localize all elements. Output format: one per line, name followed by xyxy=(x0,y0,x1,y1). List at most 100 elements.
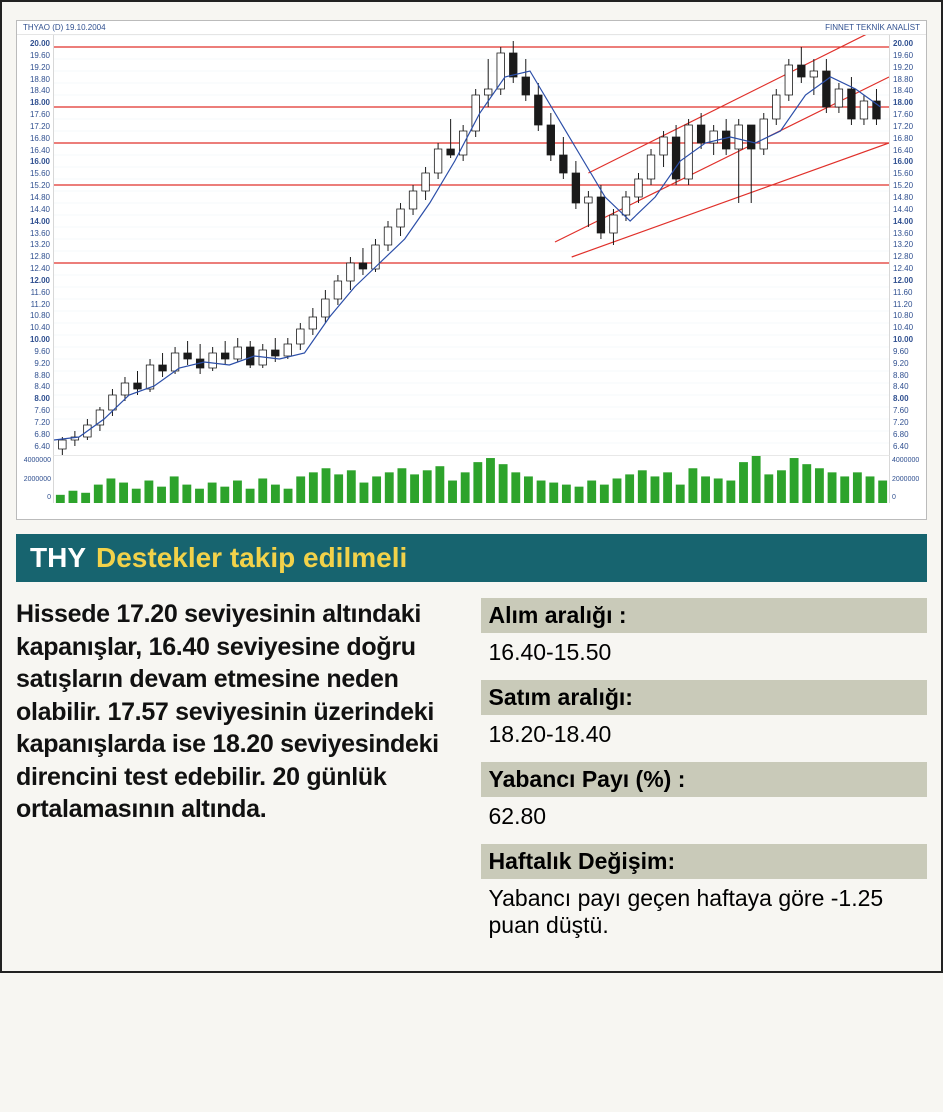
y-tick: 14.80 xyxy=(893,193,924,202)
y-tick: 18.40 xyxy=(19,86,50,95)
y-tick: 10.40 xyxy=(19,323,50,332)
chart-source-right: FINNET TEKNİK ANALİST xyxy=(825,23,920,32)
y-tick: 17.60 xyxy=(19,110,50,119)
y-tick: 18.00 xyxy=(893,98,924,107)
y-tick: 19.60 xyxy=(893,51,924,60)
buy-range-label: Alım aralığı : xyxy=(481,598,928,633)
page: THYAO (D) 19.10.2004 FINNET TEKNİK ANALİ… xyxy=(0,0,943,973)
y-tick: 6.40 xyxy=(893,442,924,451)
y-tick: 17.20 xyxy=(19,122,50,131)
y-tick: 14.40 xyxy=(19,205,50,214)
y-tick: 19.20 xyxy=(893,63,924,72)
chart-header: THYAO (D) 19.10.2004 FINNET TEKNİK ANALİ… xyxy=(17,21,926,35)
y-tick: 9.60 xyxy=(893,347,924,356)
y-tick: 19.60 xyxy=(19,51,50,60)
y-tick: 20.00 xyxy=(893,39,924,48)
y-tick: 13.60 xyxy=(893,229,924,238)
y-tick: 12.80 xyxy=(19,252,50,261)
headline: Destekler takip edilmeli xyxy=(96,542,407,574)
y-tick: 11.60 xyxy=(893,288,924,297)
y-tick: 10.40 xyxy=(893,323,924,332)
weekly-change-label: Haftalık Değişim: xyxy=(481,844,928,879)
sell-range-value: 18.20-18.40 xyxy=(481,715,928,762)
y-tick: 7.60 xyxy=(893,406,924,415)
y-tick: 15.60 xyxy=(893,169,924,178)
y-tick: 15.20 xyxy=(19,181,50,190)
vol-tick: 0 xyxy=(19,494,51,501)
y-tick: 18.80 xyxy=(19,75,50,84)
x-axis-row xyxy=(17,503,926,519)
y-tick: 6.80 xyxy=(19,430,50,439)
vol-tick: 2000000 xyxy=(892,476,924,483)
ticker-symbol: THY xyxy=(30,542,86,574)
y-tick: 16.80 xyxy=(19,134,50,143)
y-tick: 17.20 xyxy=(893,122,924,131)
commentary: Hissede 17.20 seviyesinin altındaki kapa… xyxy=(16,598,463,953)
y-tick: 18.80 xyxy=(893,75,924,84)
volume-axis-right: 4000000 2000000 0 xyxy=(890,455,926,503)
y-tick: 14.40 xyxy=(893,205,924,214)
y-tick: 11.20 xyxy=(19,300,50,309)
y-tick: 8.00 xyxy=(19,394,50,403)
y-tick: 9.20 xyxy=(19,359,50,368)
y-tick: 16.40 xyxy=(893,146,924,155)
vol-tick: 2000000 xyxy=(19,476,51,483)
y-tick: 11.20 xyxy=(893,300,924,309)
y-tick: 10.00 xyxy=(19,335,50,344)
y-tick: 8.40 xyxy=(893,382,924,391)
y-tick: 14.00 xyxy=(893,217,924,226)
volume-axis-left: 4000000 2000000 0 xyxy=(17,455,53,503)
y-tick: 10.80 xyxy=(893,311,924,320)
y-tick: 6.40 xyxy=(19,442,50,451)
y-tick: 19.20 xyxy=(19,63,50,72)
y-tick: 17.60 xyxy=(893,110,924,119)
y-tick: 16.80 xyxy=(893,134,924,143)
price-chart: THYAO (D) 19.10.2004 FINNET TEKNİK ANALİ… xyxy=(16,20,927,520)
y-tick: 6.80 xyxy=(893,430,924,439)
metrics: Alım aralığı : 16.40-15.50 Satım aralığı… xyxy=(481,598,928,953)
volume-panel: 4000000 2000000 0 4000000 2000000 0 xyxy=(17,455,926,503)
vol-tick: 4000000 xyxy=(19,457,51,464)
y-tick: 9.60 xyxy=(19,347,50,356)
y-tick: 16.40 xyxy=(19,146,50,155)
y-tick: 18.00 xyxy=(19,98,50,107)
y-tick: 12.00 xyxy=(893,276,924,285)
y-tick: 15.20 xyxy=(893,181,924,190)
y-axis-left: 20.00 19.60 19.20 18.80 18.40 18.00 17.60 17.20… xyxy=(17,35,53,455)
y-tick: 10.80 xyxy=(19,311,50,320)
vol-tick: 0 xyxy=(892,494,924,501)
y-tick: 7.20 xyxy=(19,418,50,427)
y-tick: 11.60 xyxy=(19,288,50,297)
y-tick: 7.60 xyxy=(19,406,50,415)
y-tick: 8.00 xyxy=(893,394,924,403)
foreign-share-label: Yabancı Payı (%) : xyxy=(481,762,928,797)
y-tick: 8.40 xyxy=(19,382,50,391)
y-tick: 12.00 xyxy=(19,276,50,285)
chart-source-left: THYAO (D) 19.10.2004 xyxy=(23,23,106,32)
y-tick: 13.20 xyxy=(19,240,50,249)
y-tick: 12.80 xyxy=(893,252,924,261)
y-tick: 20.00 xyxy=(19,39,50,48)
y-tick: 16.00 xyxy=(19,157,50,166)
chart-plot xyxy=(53,35,890,455)
y-axis-right: 20.00 19.60 19.20 18.80 18.40 18.00 17.60 17.20… xyxy=(890,35,926,455)
y-tick: 10.00 xyxy=(893,335,924,344)
y-tick: 14.80 xyxy=(19,193,50,202)
vol-tick: 4000000 xyxy=(892,457,924,464)
y-tick: 13.20 xyxy=(893,240,924,249)
x-axis xyxy=(53,503,890,519)
y-tick: 8.80 xyxy=(19,371,50,380)
y-tick: 12.40 xyxy=(19,264,50,273)
y-tick: 18.40 xyxy=(893,86,924,95)
sell-range-label: Satım aralığı: xyxy=(481,680,928,715)
weekly-change-value: Yabancı payı geçen haftaya göre -1.25 pu… xyxy=(481,879,928,953)
y-tick: 16.00 xyxy=(893,157,924,166)
y-tick: 14.00 xyxy=(19,217,50,226)
y-tick: 7.20 xyxy=(893,418,924,427)
title-bar: THY Destekler takip edilmeli xyxy=(16,534,927,582)
y-tick: 15.60 xyxy=(19,169,50,178)
y-tick: 13.60 xyxy=(19,229,50,238)
chart-body: 20.00 19.60 19.20 18.80 18.40 18.00 17.60 17.20… xyxy=(17,35,926,455)
y-tick: 12.40 xyxy=(893,264,924,273)
y-tick: 9.20 xyxy=(893,359,924,368)
